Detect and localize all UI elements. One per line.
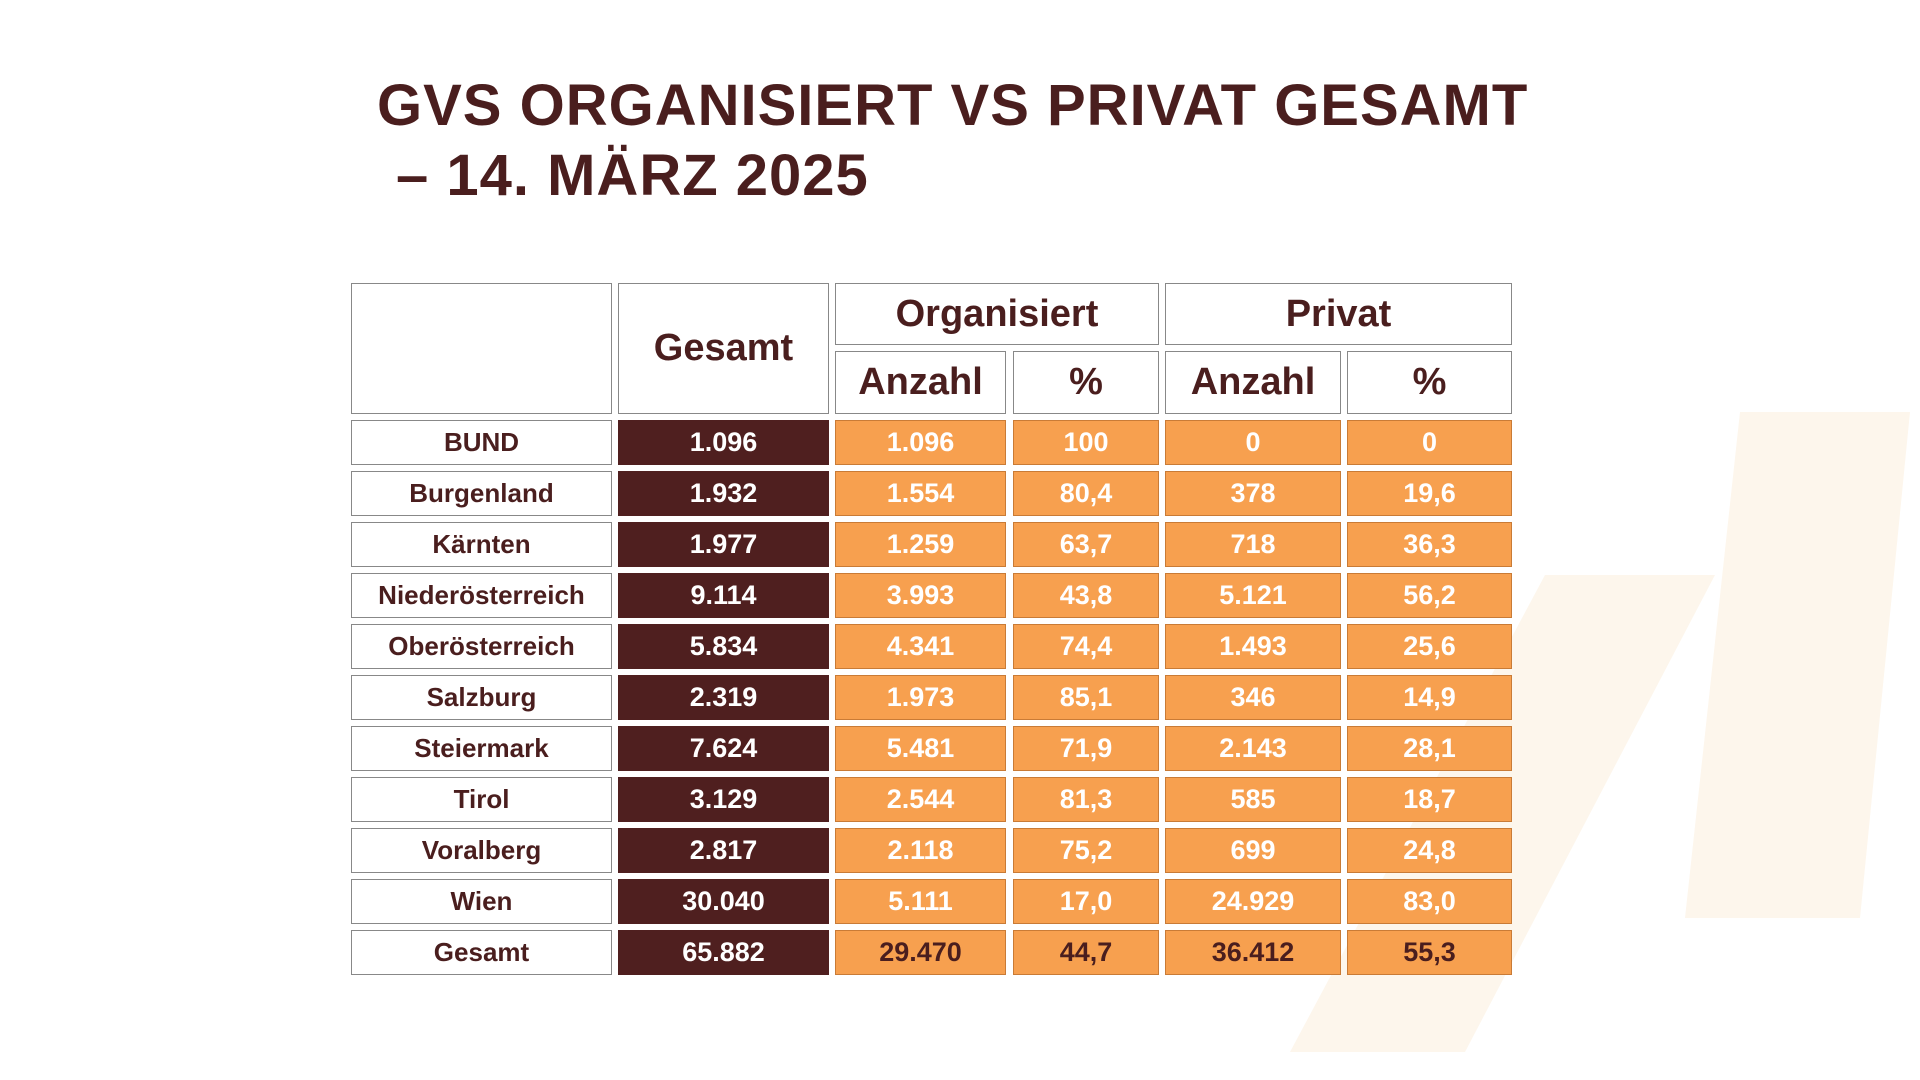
cell-value: 18,7 (1347, 777, 1512, 822)
header-sub: Anzahl (1165, 351, 1341, 414)
header-group: Organisiert (835, 283, 1159, 345)
cell-value: 0 (1347, 420, 1512, 465)
cell-value: 9.114 (618, 573, 829, 618)
cell-value: 75,2 (1013, 828, 1159, 873)
cell-value: 1.932 (618, 471, 829, 516)
cell-value: 100 (1013, 420, 1159, 465)
cell-value: 1.554 (835, 471, 1006, 516)
row-label: Niederösterreich (351, 573, 612, 618)
cell-value: 585 (1165, 777, 1341, 822)
cell-value: 25,6 (1347, 624, 1512, 669)
cell-value: 24.929 (1165, 879, 1341, 924)
header-sub: Anzahl (835, 351, 1006, 414)
header-group: Privat (1165, 283, 1512, 345)
cell-value: 2.817 (618, 828, 829, 873)
cell-value: 5.111 (835, 879, 1006, 924)
row-label: BUND (351, 420, 612, 465)
cell-value: 0 (1165, 420, 1341, 465)
cell-value: 1.493 (1165, 624, 1341, 669)
cell-value: 80,4 (1013, 471, 1159, 516)
cell-value: 14,9 (1347, 675, 1512, 720)
cell-value: 1.977 (618, 522, 829, 567)
cell-value: 83,0 (1347, 879, 1512, 924)
row-label: Wien (351, 879, 612, 924)
cell-value: 19,6 (1347, 471, 1512, 516)
row-label: Tirol (351, 777, 612, 822)
row-label: Steiermark (351, 726, 612, 771)
cell-value: 7.624 (618, 726, 829, 771)
cell-value: 2.319 (618, 675, 829, 720)
header-sub: % (1013, 351, 1159, 414)
cell-value: 2.118 (835, 828, 1006, 873)
cell-value: 1.096 (835, 420, 1006, 465)
cell-value: 65.882 (618, 930, 829, 975)
cell-value: 718 (1165, 522, 1341, 567)
cell-value: 36.412 (1165, 930, 1341, 975)
cell-value: 56,2 (1347, 573, 1512, 618)
title-line: GVS ORGANISIERT VS PRIVAT GESAMT (377, 73, 1529, 138)
cell-value: 5.834 (618, 624, 829, 669)
cell-value: 2.544 (835, 777, 1006, 822)
cell-value: 44,7 (1013, 930, 1159, 975)
row-label: Kärnten (351, 522, 612, 567)
row-label: Voralberg (351, 828, 612, 873)
title-line: – 14. MÄRZ 2025 (396, 143, 869, 208)
cell-value: 85,1 (1013, 675, 1159, 720)
cell-value: 378 (1165, 471, 1341, 516)
cell-value: 3.993 (835, 573, 1006, 618)
cell-value: 36,3 (1347, 522, 1512, 567)
cell-value: 699 (1165, 828, 1341, 873)
cell-value: 29.470 (835, 930, 1006, 975)
cell-value: 30.040 (618, 879, 829, 924)
cell-value: 71,9 (1013, 726, 1159, 771)
header-total: Gesamt (618, 283, 829, 414)
cell-value: 74,4 (1013, 624, 1159, 669)
cell-value: 1.973 (835, 675, 1006, 720)
cell-value: 1.096 (618, 420, 829, 465)
cell-value: 5.121 (1165, 573, 1341, 618)
cell-value: 17,0 (1013, 879, 1159, 924)
cell-value: 81,3 (1013, 777, 1159, 822)
cell-value: 5.481 (835, 726, 1006, 771)
cell-value: 24,8 (1347, 828, 1512, 873)
cell-value: 2.143 (1165, 726, 1341, 771)
cell-value: 346 (1165, 675, 1341, 720)
cell-value: 28,1 (1347, 726, 1512, 771)
header-empty (351, 283, 612, 414)
cell-value: 1.259 (835, 522, 1006, 567)
row-label: Oberösterreich (351, 624, 612, 669)
cell-value: 4.341 (835, 624, 1006, 669)
row-label: Burgenland (351, 471, 612, 516)
header-sub: % (1347, 351, 1512, 414)
row-label: Gesamt (351, 930, 612, 975)
cell-value: 63,7 (1013, 522, 1159, 567)
cell-value: 55,3 (1347, 930, 1512, 975)
cell-value: 43,8 (1013, 573, 1159, 618)
cell-value: 3.129 (618, 777, 829, 822)
row-label: Salzburg (351, 675, 612, 720)
